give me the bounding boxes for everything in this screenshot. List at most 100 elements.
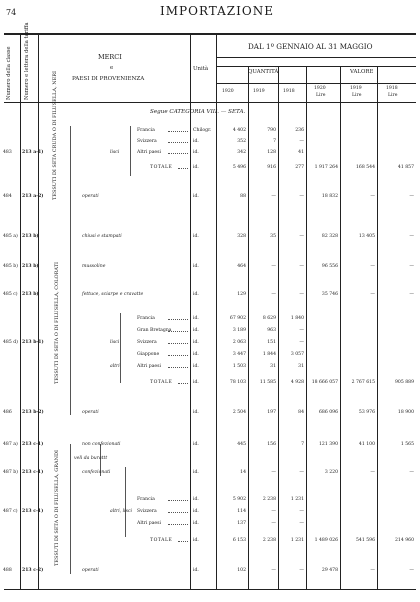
quantity-cell: 67 902 — [229, 316, 246, 321]
tariff-code: 213 b) — [22, 292, 39, 297]
quantity-cell: — — [299, 509, 304, 514]
quantity-cell: 128 — [267, 150, 276, 155]
header-paesi: PAESI DI PROVENIENZA — [72, 76, 145, 82]
quantity-cell: — — [299, 139, 304, 144]
value-cell: 18 900 — [397, 410, 414, 415]
quantity-cell: 3 447 — [232, 352, 246, 357]
quantity-cell: 31 — [270, 364, 276, 369]
bracket-lisci-1 — [130, 126, 131, 176]
quantity-cell: 1 503 — [232, 364, 246, 369]
value-cell: 53 976 — [358, 410, 375, 415]
header-unita: Unità — [193, 66, 209, 72]
value-cell: — — [370, 568, 375, 573]
v-year-1918: 1918 — [386, 86, 398, 91]
country-label: Francia — [137, 316, 155, 321]
quantity-cell: 7 — [273, 139, 276, 144]
unit-cell: id. — [193, 497, 199, 502]
country-label: Altri paesi — [137, 521, 161, 526]
value-cell: 41 857 — [397, 165, 414, 170]
total-label: TOTALE — [150, 538, 173, 543]
quantity-cell: 7 — [301, 442, 304, 447]
q-year-1920: 1920 — [222, 89, 234, 94]
merce-label: operati — [82, 410, 99, 415]
quantity-cell: 1 231 — [290, 497, 304, 502]
leader-dots — [168, 367, 188, 368]
merce-label: lisci — [110, 340, 120, 345]
value-cell: 121 390 — [319, 442, 338, 447]
quantity-cell: — — [271, 470, 276, 475]
group-rule — [216, 66, 416, 67]
unit-cell: id. — [193, 538, 199, 543]
quantity-cell: 5 496 — [232, 165, 246, 170]
quantity-cell: 916 — [267, 165, 276, 170]
group-label-cruda: TESSUTI DI SETA CRUDA O DI FILUSELLA, NE… — [52, 70, 58, 200]
quantity-cell: 129 — [237, 292, 246, 297]
quantity-cell: 84 — [298, 410, 304, 415]
q-year-1919: 1919 — [253, 89, 265, 94]
value-cell: 29 478 — [321, 568, 338, 573]
value-cell: 905 889 — [395, 380, 414, 385]
value-cell: — — [409, 194, 414, 199]
unit-cell: id. — [193, 165, 199, 170]
value-cell: 541 596 — [356, 538, 375, 543]
col-divider-classe — [20, 33, 21, 589]
leader-dots — [168, 524, 188, 525]
tariff-code: 213 c-1) — [22, 470, 44, 475]
value-cell: 82 328 — [321, 234, 338, 239]
segue-line: Segue CATEGORIA VIII. — SETA. — [150, 109, 246, 115]
col-divider-q3 — [306, 66, 307, 589]
unit-cell: id. — [193, 380, 199, 385]
unit-cell: id. — [193, 139, 199, 144]
value-cell: 41 100 — [358, 442, 375, 447]
class-number: 483 — [3, 150, 12, 155]
quantity-cell: — — [299, 521, 304, 526]
quantity-cell: 2 238 — [262, 538, 276, 543]
quantity-cell: — — [299, 194, 304, 199]
quantity-cell: 328 — [237, 234, 246, 239]
value-cell: 13 405 — [358, 234, 375, 239]
merce-label: altri, lisci — [110, 509, 132, 514]
unit-cell: id. — [193, 442, 199, 447]
leader-dots — [168, 512, 188, 513]
quantity-cell: 445 — [237, 442, 246, 447]
quantity-cell: 114 — [237, 509, 246, 514]
q-year-1918: 1918 — [283, 89, 295, 94]
quantity-cell: 2 063 — [232, 340, 246, 345]
quantity-cell: 35 — [270, 234, 276, 239]
leader-dots — [168, 153, 188, 154]
header-period: DAL 1º GENNAIO AL 31 MAGGIO — [248, 42, 373, 51]
merce-label: confezionati — [82, 470, 111, 475]
country-label: Svizzera — [137, 340, 157, 345]
quantity-cell: 2 504 — [232, 410, 246, 415]
quantity-cell: — — [299, 234, 304, 239]
quantity-cell: 6 153 — [232, 538, 246, 543]
value-cell: — — [409, 568, 414, 573]
merce-label: non confezionati — [82, 442, 121, 447]
unit-cell: id. — [193, 364, 199, 369]
class-number: 485 b) — [3, 264, 18, 269]
value-cell: 214 960 — [395, 538, 414, 543]
value-cell: — — [409, 470, 414, 475]
period-rule — [216, 57, 416, 58]
header-merci-e: e — [110, 65, 114, 71]
unit-cell: id. — [193, 568, 199, 573]
quantity-cell: 1 231 — [290, 538, 304, 543]
merce-label: fettuce, sciarpe e cravatte — [82, 292, 144, 297]
value-cell: 168 544 — [356, 165, 375, 170]
header-quantita: QUANTITÀ — [248, 69, 279, 75]
value-cell: 3 220 — [324, 470, 338, 475]
quantity-cell: — — [299, 328, 304, 333]
merce-label: operati — [82, 194, 99, 199]
class-number: 485 c) — [3, 292, 18, 297]
unit-cell: id. — [193, 340, 199, 345]
tariff-code: 213 a-1) — [22, 150, 44, 155]
value-cell: 686 096 — [319, 410, 338, 415]
quantity-cell: — — [271, 292, 276, 297]
footer-rule — [4, 589, 416, 590]
quantity-cell: 78 103 — [229, 380, 246, 385]
unit-cell: id. — [193, 328, 199, 333]
quantity-cell: 277 — [295, 165, 304, 170]
col-divider-q2 — [278, 66, 279, 589]
quantity-cell: — — [299, 264, 304, 269]
quantity-cell: 8 629 — [262, 316, 276, 321]
